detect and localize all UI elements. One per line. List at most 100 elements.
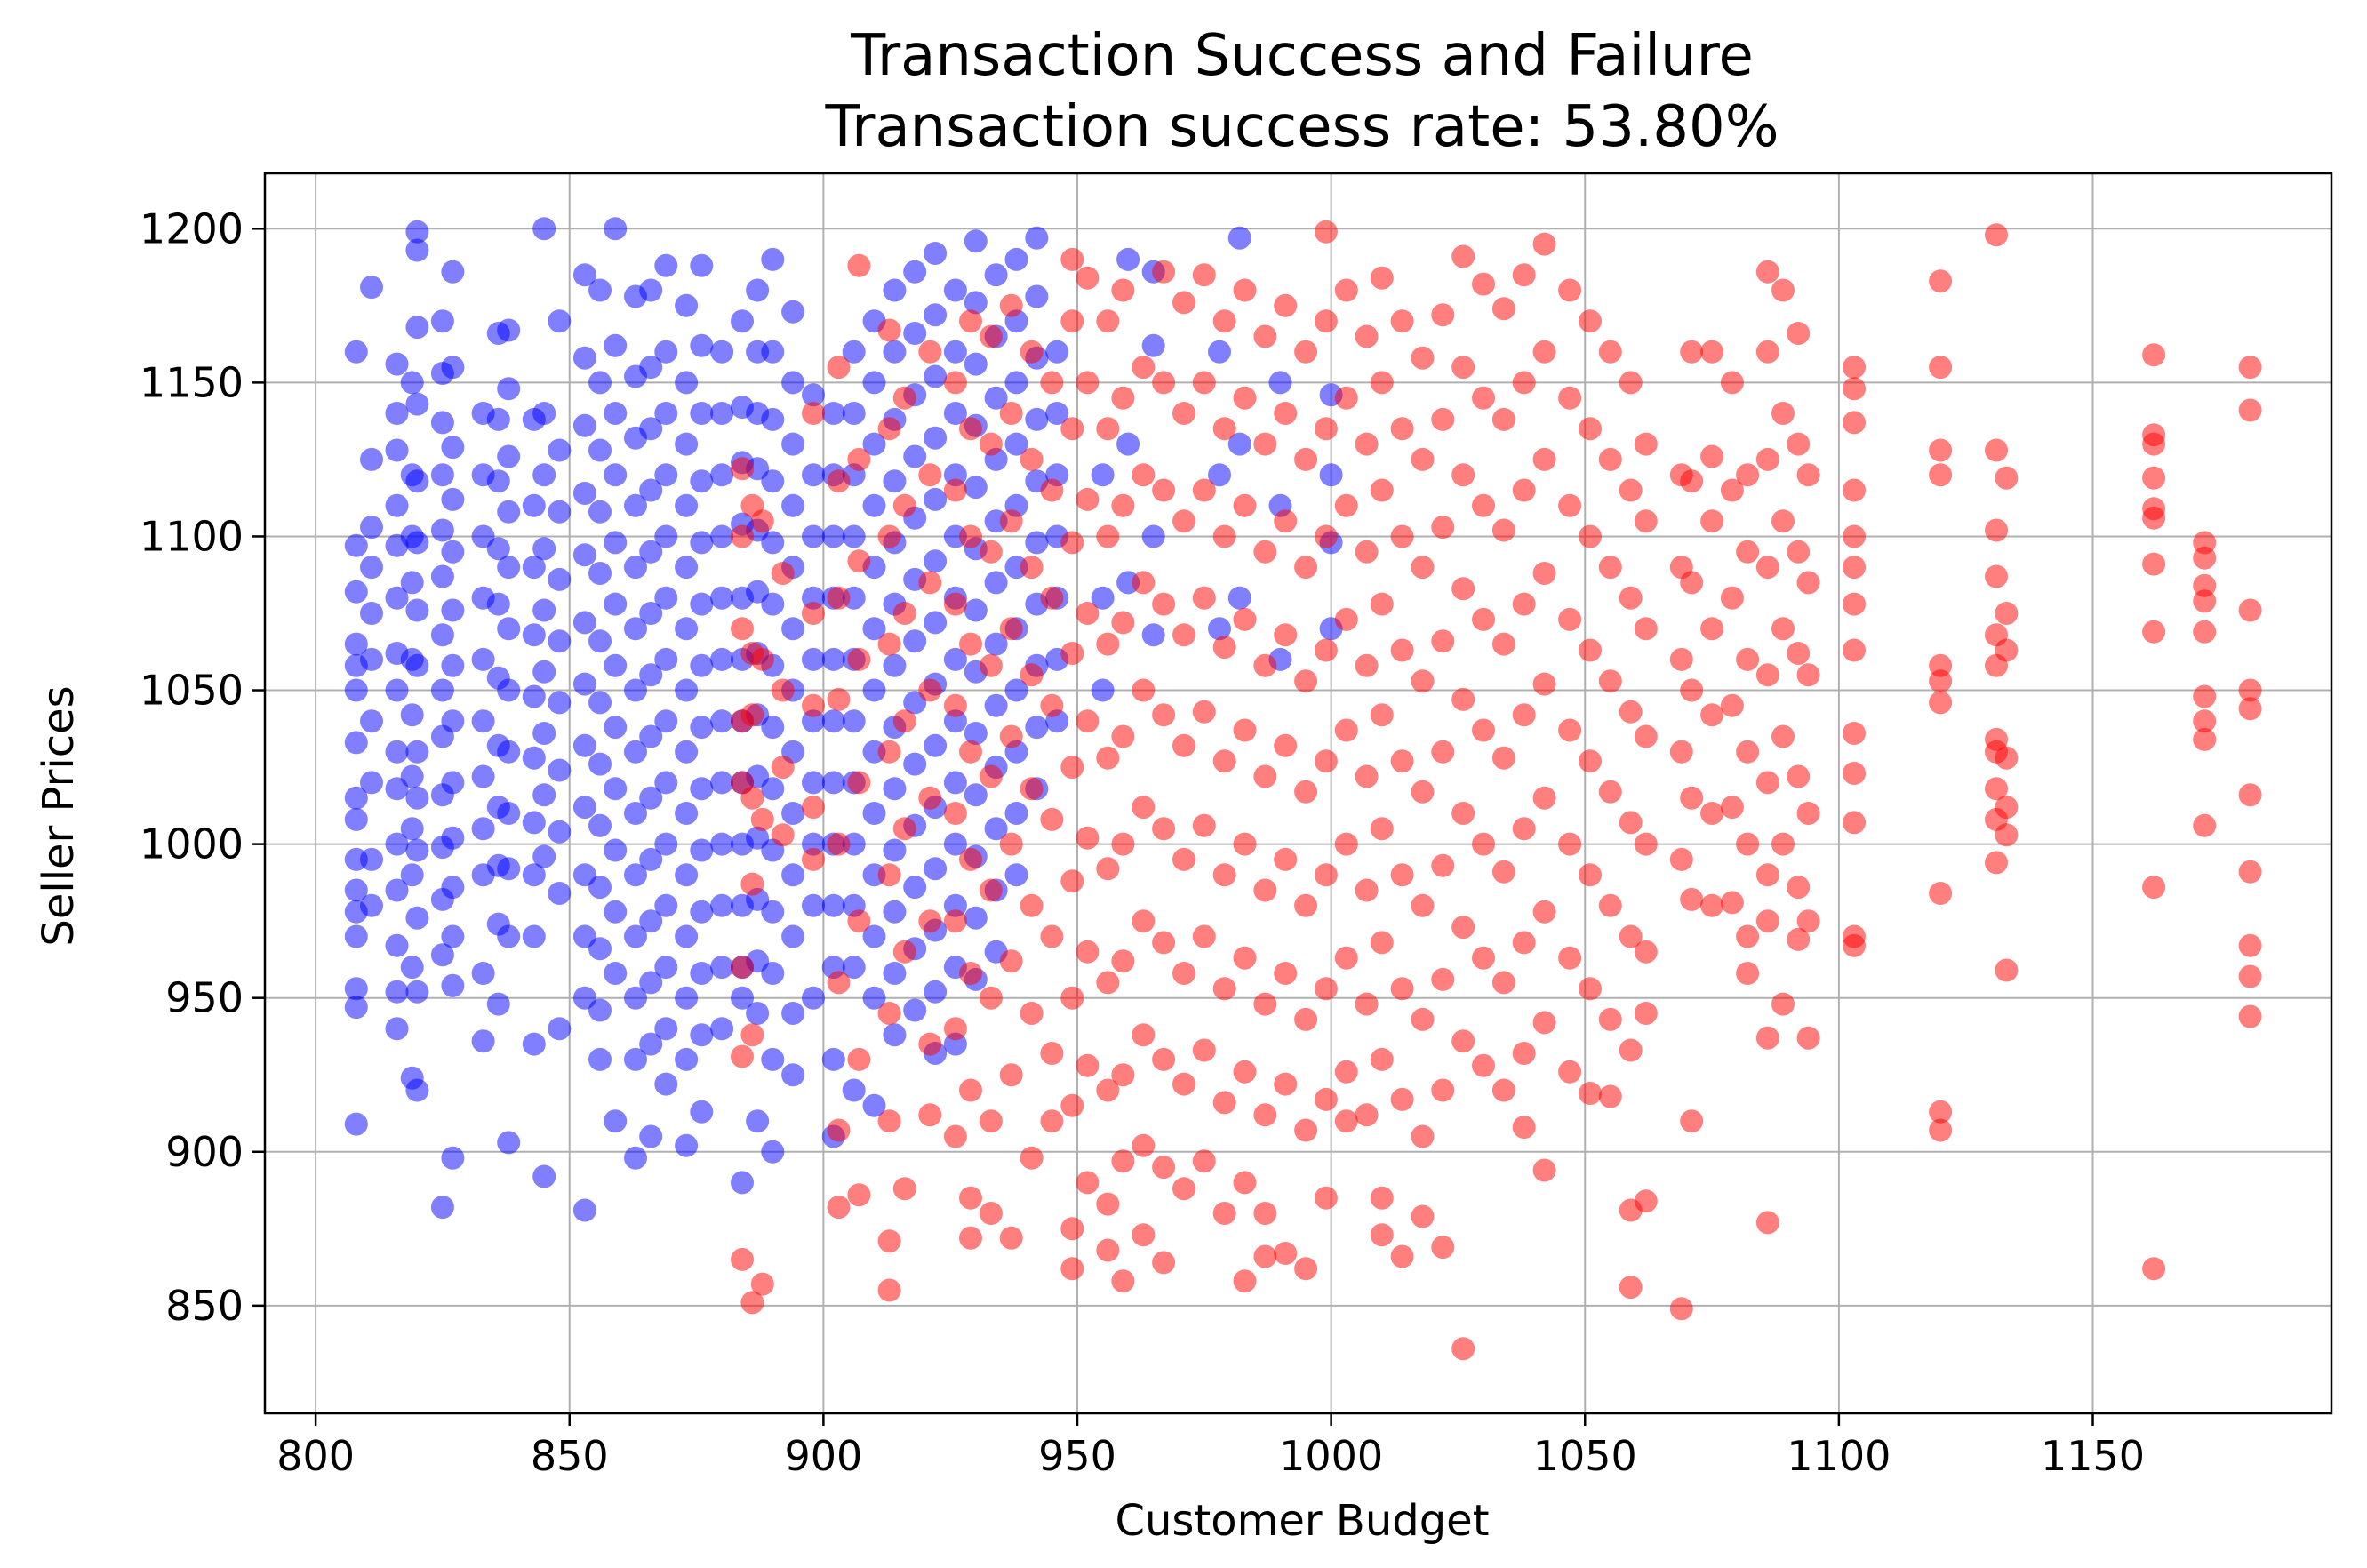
scatter-point [522,623,546,647]
scatter-point [918,786,942,810]
scatter-point [430,564,454,588]
scatter-point [430,411,454,435]
scatter-point [959,1078,982,1102]
scatter-point [405,392,429,416]
scatter-point [862,617,886,641]
scatter-point [1598,893,1622,917]
scatter-point [1771,617,1795,641]
scatter-point [1040,371,1064,395]
scatter-point [1370,1186,1394,1210]
scatter-point [847,253,871,277]
scatter-point [654,340,678,364]
scatter-point [1294,780,1318,804]
scatter-point [624,617,647,641]
scatter-point [522,1032,546,1056]
scatter-point [1004,247,1028,271]
scatter-point [1116,432,1140,456]
scatter-point [690,333,714,357]
scatter-point [532,783,556,807]
scatter-point [943,402,967,425]
scatter-point [1132,796,1156,820]
scatter-point [1929,463,1953,487]
scatter-point [892,386,916,410]
scatter-point [532,537,556,561]
scatter-point [486,407,510,431]
scatter-point [1579,417,1602,441]
scatter-point [1020,1002,1044,1025]
scatter-point [588,500,612,524]
scatter-point [1253,432,1277,456]
scatter-point [1390,977,1414,1001]
scatter-point [441,436,465,460]
scatter-point [1314,524,1338,548]
scatter-point [903,752,927,776]
scatter-point [1227,432,1251,456]
scatter-point [385,1017,409,1041]
scatter-point [1076,1053,1100,1077]
scatter-point [999,509,1023,533]
scatter-point [588,562,612,585]
scatter-point [690,1023,714,1047]
scatter-point [918,463,942,487]
scatter-point [842,1078,866,1102]
scatter-point [1040,1109,1064,1133]
scatter-point [604,962,628,985]
scatter-point [1451,802,1475,825]
scatter-point [979,764,1003,788]
scatter-point [1680,571,1704,595]
x-tick-label: 1050 [1533,1432,1637,1480]
scatter-point [2142,343,2166,367]
scatter-point [1558,1060,1582,1084]
scatter-point [1091,463,1115,487]
scatter-point [1253,878,1277,902]
scatter-point [1669,1297,1693,1321]
scatter-point [1929,1100,1953,1124]
scatter-point [572,733,596,757]
scatter-point [1212,977,1236,1001]
scatter-point [781,863,805,887]
scatter-point [1096,417,1120,441]
scatter-point [883,838,907,862]
scatter-point [675,617,699,641]
scatter-point [624,1146,647,1170]
scatter-point [604,333,628,357]
scatter-point [1598,556,1622,580]
scatter-point [2238,678,2262,702]
scatter-point [471,962,495,985]
scatter-point [1431,853,1455,877]
scatter-point [497,556,521,580]
scatter-point [1787,432,1811,456]
scatter-point [1411,1204,1435,1228]
scatter-point [2238,398,2262,422]
scatter-point [2238,964,2262,988]
scatter-point [943,647,967,671]
scatter-point [1172,1072,1195,1096]
scatter-point [827,1196,851,1220]
scatter-point [1680,469,1704,493]
chart-title: Transaction Success and Failure [850,23,1754,89]
scatter-point [827,469,851,493]
scatter-point [2142,1257,2166,1281]
scatter-point [903,629,927,653]
scatter-point [903,322,927,345]
scatter-point [548,820,572,844]
scatter-point [1579,863,1602,887]
scatter-point [1451,916,1475,940]
scatter-point [1720,478,1744,502]
scatter-point [1314,749,1338,773]
scatter-point [1096,632,1120,656]
scatter-point [761,247,785,271]
scatter-point [731,1171,754,1195]
scatter-point [690,1100,714,1124]
scatter-point [430,943,454,967]
scatter-point [360,556,383,580]
scatter-point [1294,1118,1318,1142]
scatter-point [675,1047,699,1071]
scatter-point [1720,796,1744,820]
scatter-point [430,623,454,647]
scatter-point [918,678,942,702]
scatter-point [842,524,866,548]
scatter-point [1314,1186,1338,1210]
scatter-point [1096,1192,1120,1216]
scatter-point [1172,962,1195,985]
